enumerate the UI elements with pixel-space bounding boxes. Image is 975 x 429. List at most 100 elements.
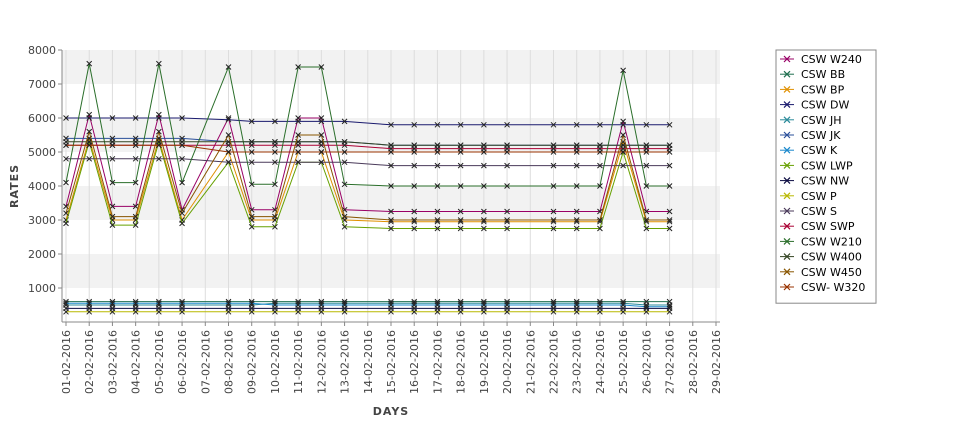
legend-marker-icon <box>783 131 791 139</box>
data-point <box>643 308 650 315</box>
data-point <box>620 162 626 169</box>
series-14 <box>63 128 673 223</box>
data-point <box>597 225 603 232</box>
data-point <box>504 183 510 189</box>
data-point <box>573 183 580 189</box>
legend-item: CSW NW <box>780 175 849 188</box>
data-point <box>573 142 580 149</box>
legend-label: CSW SWP <box>801 220 855 233</box>
data-point <box>457 183 464 189</box>
data-point <box>620 308 626 315</box>
legend-label: CSW W210 <box>801 235 862 248</box>
legend-item: CSW DW <box>780 99 850 112</box>
data-point <box>550 208 557 215</box>
data-point <box>434 142 441 149</box>
legend-marker-icon <box>783 55 791 63</box>
data-point <box>597 149 603 155</box>
legend-item: CSW S <box>780 205 837 218</box>
series-15 <box>63 142 673 155</box>
data-point <box>666 183 673 189</box>
x-tick-label: 11-02-2016 <box>292 330 305 394</box>
data-point <box>411 183 418 189</box>
x-tick-label: 01-02-2016 <box>60 330 73 394</box>
series-line <box>65 136 670 223</box>
legend-item: CSW- W320 <box>780 281 865 294</box>
data-point <box>318 149 325 155</box>
data-point <box>481 149 487 155</box>
data-point <box>248 181 255 188</box>
data-point <box>109 213 116 220</box>
x-tick-label: 20-02-2016 <box>501 330 514 394</box>
data-point <box>481 308 487 315</box>
data-point <box>434 183 441 189</box>
legend-marker-icon <box>783 207 791 215</box>
data-point <box>272 138 278 145</box>
data-point <box>666 162 673 169</box>
data-point <box>63 142 69 149</box>
series-line <box>65 114 670 212</box>
series-line <box>66 144 670 153</box>
grid-bands <box>62 50 720 322</box>
legend-label: CSW NW <box>801 175 849 188</box>
data-point <box>156 300 162 307</box>
data-point <box>272 213 278 220</box>
data-point <box>597 217 603 223</box>
data-point <box>481 162 487 169</box>
data-point <box>63 155 69 162</box>
data-point <box>86 115 93 121</box>
data-point <box>597 183 603 189</box>
data-point <box>481 208 487 215</box>
x-tick-label: 23-02-2016 <box>571 330 584 394</box>
data-point <box>666 121 673 128</box>
data-point <box>573 149 580 155</box>
legend-label: CSW W450 <box>801 266 862 279</box>
legend-marker-icon <box>783 146 791 154</box>
data-point <box>179 300 185 307</box>
data-point <box>132 308 139 315</box>
data-point <box>109 222 116 228</box>
data-point <box>109 142 116 149</box>
legend-label: CSW K <box>801 144 838 157</box>
data-point <box>156 60 162 67</box>
data-point <box>550 121 557 128</box>
data-point <box>457 121 464 128</box>
data-point <box>341 223 348 230</box>
data-point <box>318 118 325 125</box>
data-point <box>481 142 487 149</box>
legend-marker-icon <box>783 101 791 109</box>
legend-label: CSW JH <box>801 114 842 127</box>
x-tick-label: 18-02-2016 <box>455 330 468 394</box>
legend-item: CSW BP <box>780 83 845 96</box>
data-point <box>86 155 93 162</box>
data-point <box>63 210 69 217</box>
series-line <box>66 117 670 126</box>
legend-item: CSW W450 <box>780 266 862 279</box>
data-point <box>434 162 441 169</box>
data-point <box>248 149 255 155</box>
data-point <box>341 149 348 155</box>
series-8 <box>63 305 673 312</box>
data-point <box>63 300 69 307</box>
data-point <box>411 142 418 149</box>
data-point <box>504 217 510 223</box>
series-line <box>65 129 670 221</box>
data-point <box>341 308 348 315</box>
data-point <box>388 308 394 315</box>
data-point <box>388 149 394 155</box>
legend-marker-icon <box>783 237 791 245</box>
x-axis-title: DAYS <box>373 405 409 418</box>
data-point <box>318 64 325 70</box>
data-point <box>411 149 418 155</box>
series-line <box>65 139 670 229</box>
data-point <box>666 308 673 315</box>
legend-label: CSW S <box>801 205 837 218</box>
data-point <box>597 162 603 169</box>
data-point <box>643 225 650 232</box>
data-point <box>248 118 255 125</box>
data-point <box>550 308 557 315</box>
data-point <box>504 149 510 155</box>
data-point <box>550 149 557 155</box>
legend-marker-icon <box>783 222 791 230</box>
data-point <box>295 118 301 125</box>
